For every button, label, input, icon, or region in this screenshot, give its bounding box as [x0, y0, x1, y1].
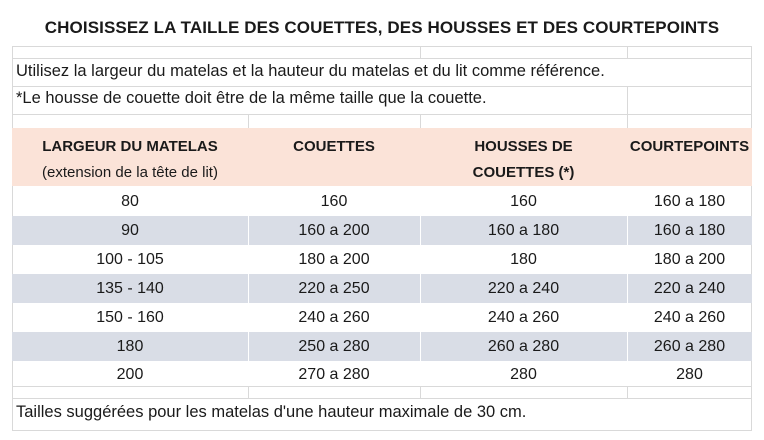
- table-row: 135 - 140 220 a 250 220 a 240 220 a 240: [12, 274, 752, 303]
- grid-line: [12, 86, 752, 87]
- grid-line: [248, 386, 249, 398]
- header-duvet-covers-line1: HOUSSES DE: [474, 138, 573, 155]
- column-separator: [420, 274, 421, 303]
- column-separator: [248, 216, 249, 245]
- column-separator: [627, 332, 628, 361]
- cell-mattress-width: 200: [116, 366, 144, 383]
- grid-line: [627, 386, 628, 398]
- cell-bedspread: 160 a 180: [653, 222, 726, 239]
- grid-line: [12, 58, 752, 59]
- header-mattress-width: LARGEUR DU MATELAS (extension de la tête…: [12, 128, 248, 194]
- cell-duvet: 160: [320, 193, 348, 210]
- cell-duvet-cover: 260 a 280: [487, 338, 560, 355]
- column-separator: [420, 332, 421, 361]
- footer-note: Tailles suggérées pour les matelas d'une…: [16, 403, 527, 421]
- cell-bedspread: 260 a 280: [653, 338, 726, 355]
- cell-bedspread: 180 a 200: [653, 251, 726, 268]
- cell-duvet: 270 a 280: [298, 366, 370, 383]
- cell-duvet-cover: 160 a 180: [487, 222, 560, 239]
- header-duvet-covers-line2: COUETTES (*): [472, 164, 575, 181]
- grid-line: [627, 86, 628, 128]
- cell-mattress-width: 150 - 160: [96, 309, 164, 326]
- column-separator: [248, 274, 249, 303]
- table-row: 80 160 160 160 a 180: [12, 187, 752, 216]
- cell-bedspread: 240 a 260: [653, 309, 726, 326]
- table-row: 90 160 a 200 160 a 180 160 a 180: [12, 216, 752, 245]
- table-row: 150 - 160 240 a 260 240 a 260 240 a 260: [12, 303, 752, 332]
- column-separator: [627, 216, 628, 245]
- cell-duvet: 180 a 200: [298, 251, 370, 268]
- grid-line: [12, 46, 752, 47]
- cell-mattress-width: 90: [121, 222, 139, 239]
- cell-duvet: 160 a 200: [298, 222, 370, 239]
- grid-line: [420, 386, 421, 398]
- column-separator: [420, 216, 421, 245]
- cell-mattress-width: 135 - 140: [96, 280, 164, 297]
- header-mattress-width-label: LARGEUR DU MATELAS: [42, 138, 218, 155]
- cell-mattress-width: 100 - 105: [96, 251, 164, 268]
- column-separator: [248, 332, 249, 361]
- column-separator: [627, 274, 628, 303]
- cell-duvet-cover: 180: [510, 251, 537, 268]
- cell-bedspread: 160 a 180: [653, 193, 726, 210]
- cell-bedspread: 280: [676, 366, 703, 383]
- grid-line: [420, 114, 421, 128]
- cell-duvet-cover: 220 a 240: [487, 280, 560, 297]
- cell-duvet-cover: 280: [510, 366, 537, 383]
- grid-line: [248, 114, 249, 128]
- asterisk-note: *Le housse de couette doit être de la mê…: [16, 89, 487, 107]
- instruction-note: Utilisez la largeur du matelas et la hau…: [16, 62, 605, 80]
- grid-line: [627, 46, 628, 58]
- grid-line: [12, 430, 752, 431]
- header-duvets: COUETTES: [293, 138, 375, 155]
- cell-duvet-cover: 160: [510, 193, 537, 210]
- table-row: 200 270 a 280 280 280: [12, 360, 752, 389]
- grid-line: [12, 398, 752, 399]
- table-header: [12, 128, 752, 186]
- header-mattress-width-sub: (extension de la tête de lit): [42, 164, 218, 181]
- header-bedspreads: COURTEPOINTS: [629, 138, 750, 155]
- cell-duvet: 240 a 260: [298, 309, 370, 326]
- cell-bedspread: 220 a 240: [653, 280, 726, 297]
- header-duvet-covers: HOUSSES DE COUETTES (*): [420, 128, 627, 194]
- cell-mattress-width: 180: [116, 338, 144, 355]
- cell-duvet: 250 a 280: [298, 338, 370, 355]
- cell-mattress-width: 80: [121, 193, 139, 210]
- table-row: 100 - 105 180 a 200 180 180 a 200: [12, 245, 752, 274]
- table-row: 180 250 a 280 260 a 280 260 a 280: [12, 332, 752, 361]
- grid-line: [12, 114, 752, 115]
- page-title: CHOISISSEZ LA TAILLE DES COUETTES, DES H…: [44, 18, 720, 37]
- cell-duvet-cover: 240 a 260: [487, 309, 560, 326]
- cell-duvet: 220 a 250: [298, 280, 370, 297]
- grid-line: [420, 46, 421, 58]
- grid-line: [12, 386, 752, 387]
